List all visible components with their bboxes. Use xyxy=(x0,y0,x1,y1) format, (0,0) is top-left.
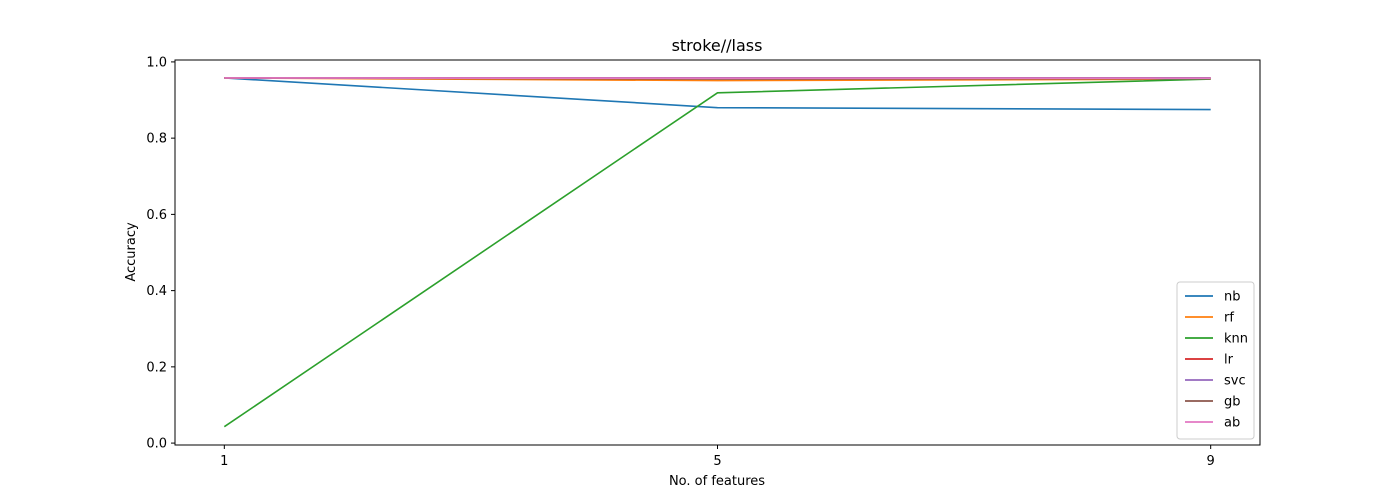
x-axis: 1 5 9 xyxy=(220,445,1215,469)
y-tick-label: 0.2 xyxy=(146,360,167,375)
x-tick-label: 5 xyxy=(713,454,721,469)
legend-label-rf: rf xyxy=(1224,311,1234,326)
legend: nb rf knn lr svc gb ab xyxy=(1176,281,1255,440)
plot-frame xyxy=(174,59,1261,446)
legend-label-knn: knn xyxy=(1224,332,1248,347)
plot-lines xyxy=(223,77,1211,428)
y-tick-label: 0.6 xyxy=(146,208,167,223)
x-tick-label: 9 xyxy=(1207,454,1215,469)
chart-title: stroke//lass xyxy=(672,36,763,55)
series-line-knn xyxy=(223,78,1211,428)
series-line-nb xyxy=(224,77,1211,111)
y-tick-label: 0.4 xyxy=(146,284,167,299)
y-tick-label: 0.8 xyxy=(146,132,167,147)
legend-box xyxy=(1176,281,1255,440)
legend-label-gb: gb xyxy=(1224,395,1241,410)
x-axis-title: No. of features xyxy=(669,474,765,489)
x-tick-label: 1 xyxy=(220,454,228,469)
legend-label-nb: nb xyxy=(1224,290,1241,305)
y-tick-label: 0.0 xyxy=(146,437,167,452)
legend-label-ab: ab xyxy=(1224,416,1240,431)
legend-label-lr: lr xyxy=(1224,353,1234,368)
y-axis: 0.0 0.2 0.4 0.6 0.8 1.0 xyxy=(146,55,175,452)
y-tick-label: 1.0 xyxy=(146,55,167,70)
legend-label-svc: svc xyxy=(1224,374,1246,389)
y-axis-title: Accuracy xyxy=(124,222,139,282)
